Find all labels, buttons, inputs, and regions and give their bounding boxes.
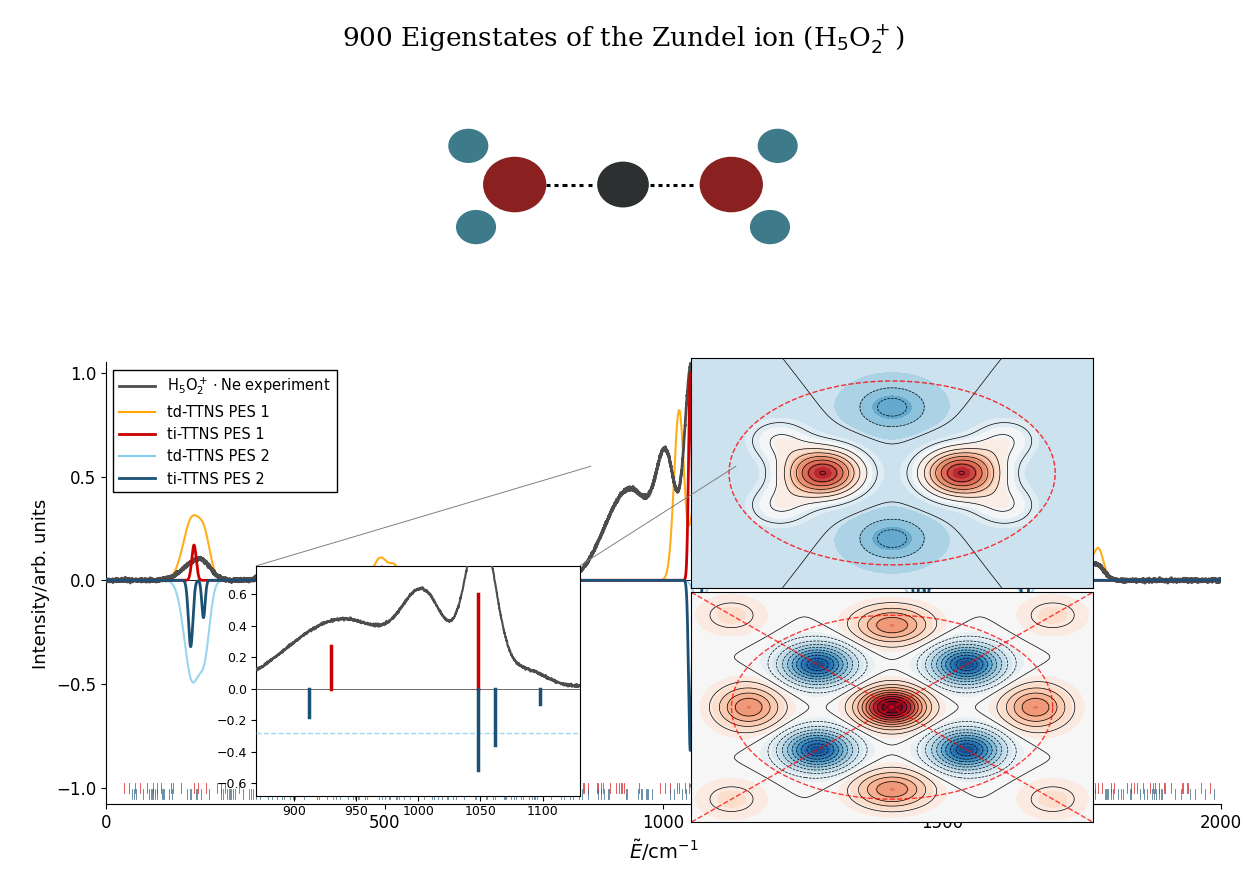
Legend: H$_5$O$_2^+\cdot$Ne experiment, td-TTNS PES 1, ti-TTNS PES 1, td-TTNS PES 2, ti-: H$_5$O$_2^+\cdot$Ne experiment, td-TTNS … — [113, 370, 336, 492]
Ellipse shape — [750, 210, 789, 243]
Ellipse shape — [759, 129, 797, 163]
Ellipse shape — [598, 163, 648, 207]
Y-axis label: Intensity/arb. units: Intensity/arb. units — [32, 499, 50, 668]
Text: 900 Eigenstates of the Zundel ion (H$_5$O$_2^+$): 900 Eigenstates of the Zundel ion (H$_5$… — [341, 22, 905, 56]
Ellipse shape — [483, 157, 546, 211]
X-axis label: $\tilde{E}$/cm$^{-1}$: $\tilde{E}$/cm$^{-1}$ — [629, 838, 698, 863]
Ellipse shape — [457, 210, 496, 243]
Ellipse shape — [700, 157, 763, 211]
Ellipse shape — [449, 129, 487, 163]
